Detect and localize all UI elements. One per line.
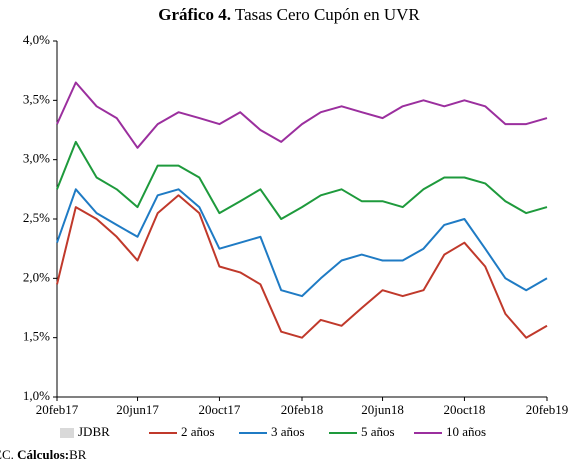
x-tick-label: 20oct17 [198, 402, 240, 417]
y-tick-label: 2,0% [23, 269, 50, 284]
y-tick-label: 3,0% [23, 151, 50, 166]
x-tick-label: 20feb17 [36, 402, 79, 417]
x-tick-label: 20feb19 [526, 402, 569, 417]
source-label: Cálculos: [17, 447, 69, 462]
x-tick-label: 20oct18 [443, 402, 485, 417]
legend-label: 5 años [361, 424, 395, 439]
legend-label: JDBR [78, 424, 110, 439]
legend-label: 3 años [271, 424, 305, 439]
y-tick-label: 4,0% [23, 32, 50, 47]
series-line [56, 140, 548, 220]
y-tick-label: 1,0% [23, 388, 50, 403]
title-text: Tasas Cero Cupón en UVR [235, 5, 421, 24]
legend-label: 10 años [446, 424, 486, 439]
series-line [56, 81, 548, 149]
source-text: BR [69, 447, 87, 462]
title-label: Gráfico 4. [158, 5, 231, 24]
y-tick-label: 1,5% [23, 329, 50, 344]
source: EC. Cálculos:BR [0, 447, 87, 462]
series-line [56, 188, 548, 298]
x-tick-label: 20feb18 [281, 402, 324, 417]
series-line [56, 194, 548, 339]
source-prefix: EC. [0, 447, 14, 462]
x-tick-label: 20jun17 [116, 402, 159, 417]
legend-label: 2 años [181, 424, 215, 439]
y-tick-label: 3,5% [23, 91, 50, 106]
chart-title: Gráfico 4. Tasas Cero Cupón en UVR [158, 5, 420, 24]
y-tick-label: 2,5% [23, 210, 50, 225]
legend-swatch [60, 428, 74, 438]
x-tick-label: 20jun18 [361, 402, 404, 417]
